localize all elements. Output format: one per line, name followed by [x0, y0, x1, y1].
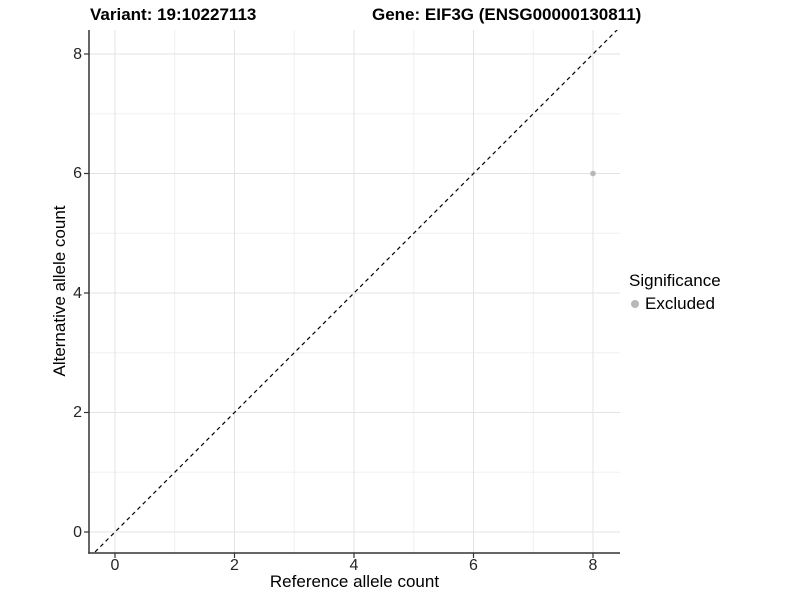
plot-title-gene: Gene: EIF3G (ENSG00000130811)	[372, 5, 642, 24]
x-tick-label: 2	[230, 557, 239, 574]
y-tick-label: 4	[73, 284, 82, 302]
y-tick-label: 0	[73, 523, 82, 541]
y-tick-label: 6	[73, 165, 82, 182]
y-tick-label: 8	[73, 45, 82, 63]
legend-entry-label: Excluded	[645, 294, 715, 313]
y-axis-title: Alternative allele count	[50, 205, 69, 377]
legend-title: Significance	[629, 271, 721, 290]
identity-line	[93, 30, 618, 553]
data-point	[590, 170, 596, 177]
x-axis-title: Reference allele count	[269, 572, 440, 591]
legend: Significance Excluded	[629, 271, 721, 314]
x-tick-label: 8	[588, 557, 598, 574]
y-tick-label: 2	[73, 404, 82, 421]
x-tick-label: 4	[349, 557, 359, 574]
plot-title-variant: Variant: 19:10227113	[90, 5, 257, 24]
legend-entry: Excluded	[631, 294, 721, 314]
x-tick-label: 0	[110, 557, 120, 574]
legend-point-icon	[631, 300, 639, 308]
x-tick-label: 6	[469, 557, 478, 574]
